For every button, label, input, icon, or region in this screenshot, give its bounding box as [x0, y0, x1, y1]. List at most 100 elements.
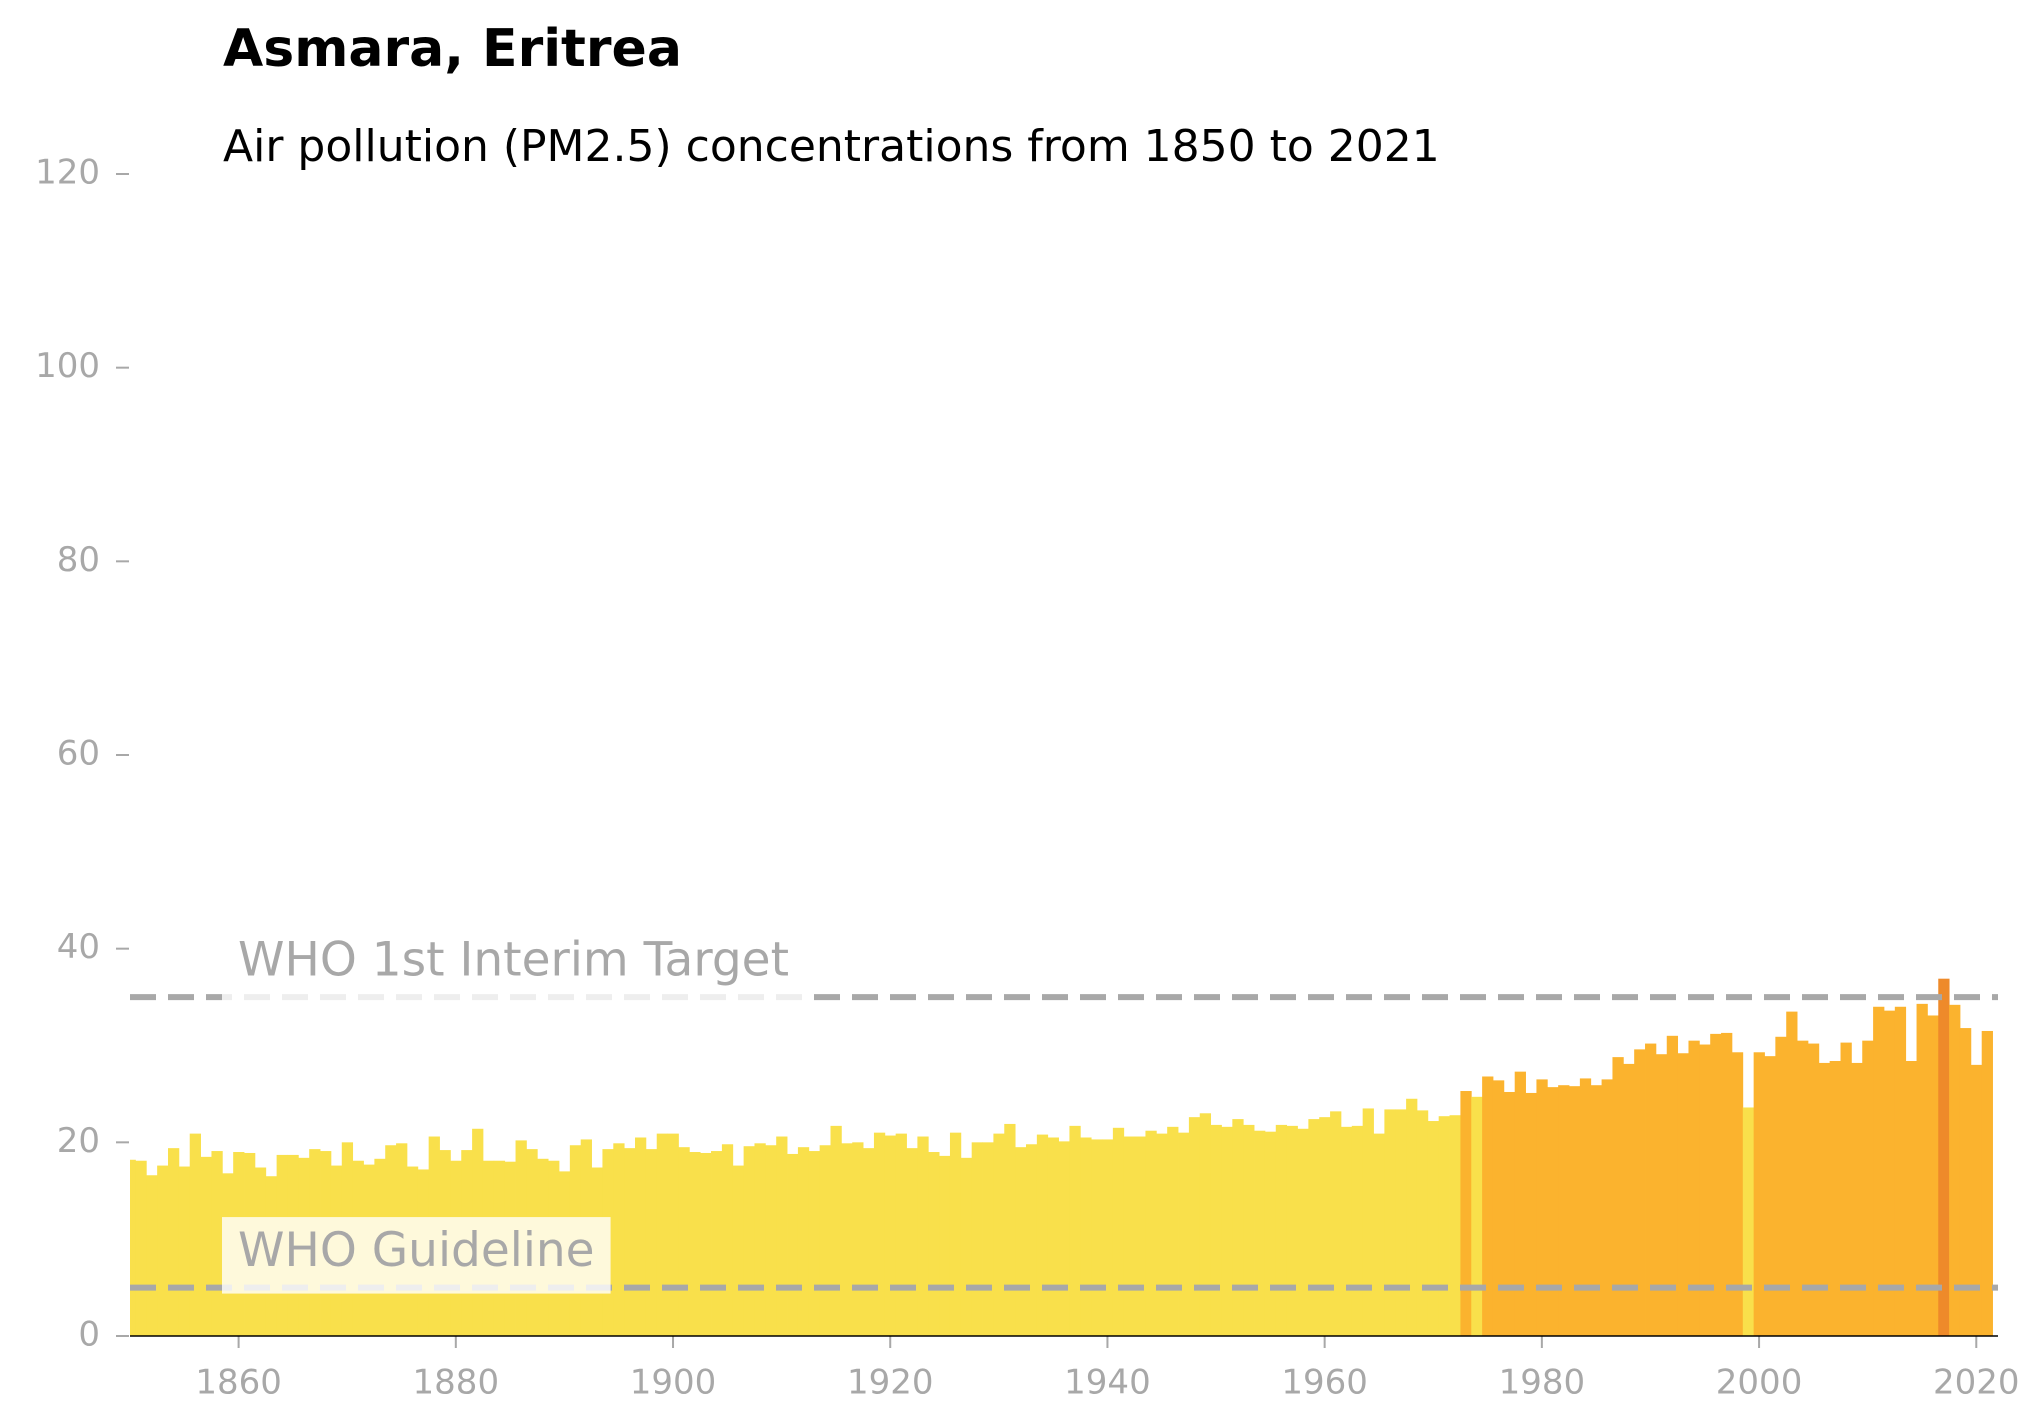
bar: [1275, 1124, 1288, 1336]
bar: [1319, 1117, 1331, 1336]
bar: [130, 1159, 136, 1336]
bar: [1829, 1060, 1841, 1336]
bar: [1025, 1144, 1038, 1336]
y-tick-label: 40: [57, 927, 100, 967]
bar: [1699, 1044, 1711, 1336]
x-tick-label: 1860: [195, 1363, 282, 1403]
bar: [1373, 1133, 1385, 1336]
bar: [787, 1153, 799, 1336]
bar: [1188, 1117, 1201, 1336]
bar: [1069, 1125, 1081, 1336]
bar: [678, 1147, 690, 1336]
bar: [1623, 1063, 1635, 1336]
bar: [1710, 1033, 1722, 1336]
bar: [1232, 1119, 1244, 1336]
bar: [1199, 1113, 1212, 1336]
bar: [917, 1136, 929, 1336]
bar: [1286, 1125, 1298, 1336]
bar: [732, 1165, 745, 1336]
bar: [1927, 1015, 1939, 1336]
bar: [178, 1166, 191, 1336]
chart-title: Asmara, Eritrea: [223, 19, 682, 79]
x-tick-label: 2020: [1933, 1363, 2020, 1403]
bar: [928, 1152, 940, 1336]
x-tick-label: 1980: [1499, 1363, 1586, 1403]
bar: [1840, 1042, 1852, 1336]
bar: [700, 1152, 712, 1336]
bar: [1254, 1130, 1266, 1336]
chart-subtitle: Air pollution (PM2.5) concentrations fro…: [223, 121, 1440, 172]
bar: [1612, 1057, 1624, 1336]
bar: [1970, 1064, 1983, 1336]
bar: [711, 1151, 723, 1336]
bar: [1449, 1115, 1461, 1336]
bar: [863, 1148, 875, 1336]
bar: [200, 1156, 212, 1336]
bar: [1666, 1035, 1679, 1336]
bar: [721, 1144, 734, 1336]
bar: [1818, 1062, 1831, 1336]
bar: [1384, 1109, 1396, 1336]
bar: [1742, 1107, 1755, 1336]
bar: [1330, 1111, 1342, 1336]
bar: [1688, 1040, 1700, 1336]
bar: [1340, 1126, 1353, 1336]
bar: [754, 1143, 766, 1336]
bar: [1677, 1053, 1689, 1336]
bar: [1873, 1006, 1885, 1336]
bar: [1134, 1136, 1146, 1336]
bar: [1797, 1040, 1809, 1336]
bar: [1091, 1139, 1103, 1336]
bar: [645, 1149, 658, 1336]
bar: [1058, 1141, 1070, 1336]
bar: [1547, 1087, 1559, 1336]
x-tick-label: 1960: [1281, 1363, 1368, 1403]
bar: [1167, 1126, 1179, 1336]
y-tick-label: 60: [57, 734, 100, 774]
bar: [613, 1143, 625, 1336]
bar: [635, 1137, 647, 1336]
bar: [1156, 1133, 1168, 1336]
bar: [1590, 1085, 1602, 1336]
bar: [1112, 1127, 1125, 1336]
bar: [993, 1133, 1005, 1336]
bar: [1753, 1052, 1765, 1336]
bar: [1721, 1032, 1733, 1336]
bar: [1894, 1006, 1907, 1336]
bar: [797, 1147, 810, 1336]
bar: [830, 1125, 842, 1336]
bar: [1569, 1086, 1581, 1336]
bar: [157, 1165, 169, 1336]
bar: [624, 1148, 636, 1336]
reference-label: WHO 1st Interim Target: [238, 933, 789, 988]
x-tick-label: 1920: [847, 1363, 934, 1403]
bar: [819, 1145, 831, 1336]
y-tick-label: 20: [57, 1121, 100, 1161]
bar: [1416, 1110, 1429, 1336]
bar: [1655, 1054, 1668, 1336]
bar: [776, 1136, 788, 1336]
bar: [1004, 1123, 1016, 1336]
bar: [146, 1175, 158, 1336]
bar: [1807, 1043, 1820, 1336]
y-tick-label: 100: [35, 346, 100, 386]
bar: [1503, 1091, 1516, 1336]
bar: [1525, 1092, 1537, 1336]
x-tick-label: 1880: [413, 1363, 500, 1403]
bar: [1731, 1052, 1744, 1336]
bar: [1883, 1010, 1896, 1336]
bar: [1145, 1130, 1157, 1336]
bar: [1905, 1060, 1917, 1336]
bar: [1362, 1108, 1374, 1336]
bar: [1775, 1036, 1787, 1336]
y-tick-label: 120: [35, 153, 100, 193]
bar: [895, 1133, 907, 1336]
bar: [1221, 1126, 1233, 1336]
bar: [1047, 1137, 1059, 1336]
bar: [1579, 1078, 1592, 1336]
bar: [1406, 1098, 1418, 1336]
bar: [1471, 1096, 1483, 1336]
label-background: [222, 1217, 611, 1294]
bar: [939, 1155, 951, 1336]
